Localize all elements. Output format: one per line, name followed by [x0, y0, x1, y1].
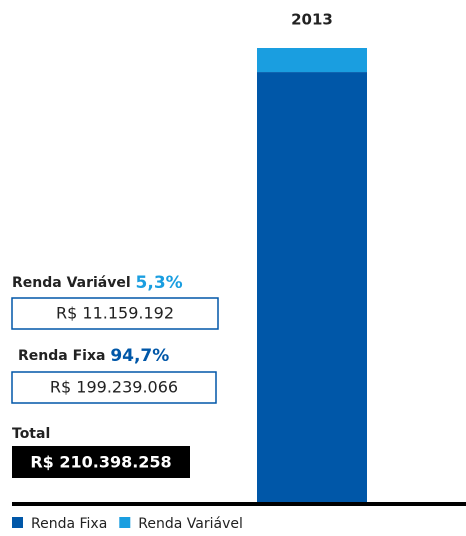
legend-swatch	[12, 517, 23, 528]
total-amount: R$ 210.398.258	[30, 453, 171, 472]
variavel-label: Renda Variável 5,3%	[12, 273, 183, 293]
series-name: Renda Variável	[12, 275, 131, 291]
amount-box	[11, 297, 219, 330]
bar-segment	[257, 48, 367, 73]
legend-label: Renda Variável	[138, 516, 243, 532]
category-label: 2013	[291, 11, 333, 29]
total-box	[12, 446, 190, 478]
series-name: Renda Fixa	[18, 348, 105, 364]
percent-label: 94,7%	[110, 346, 169, 366]
amount: R$ 199.239.066	[50, 378, 178, 397]
legend-swatch	[119, 517, 131, 528]
total-label: Total	[12, 426, 50, 442]
legend-label: Renda Fixa	[31, 516, 107, 532]
amount-box	[11, 371, 217, 404]
fixa-label: Renda Fixa 94,7%	[18, 346, 169, 366]
percent-label: 5,3%	[136, 273, 183, 293]
bar-segment	[257, 72, 367, 502]
amount: R$ 11.159.192	[56, 304, 174, 323]
